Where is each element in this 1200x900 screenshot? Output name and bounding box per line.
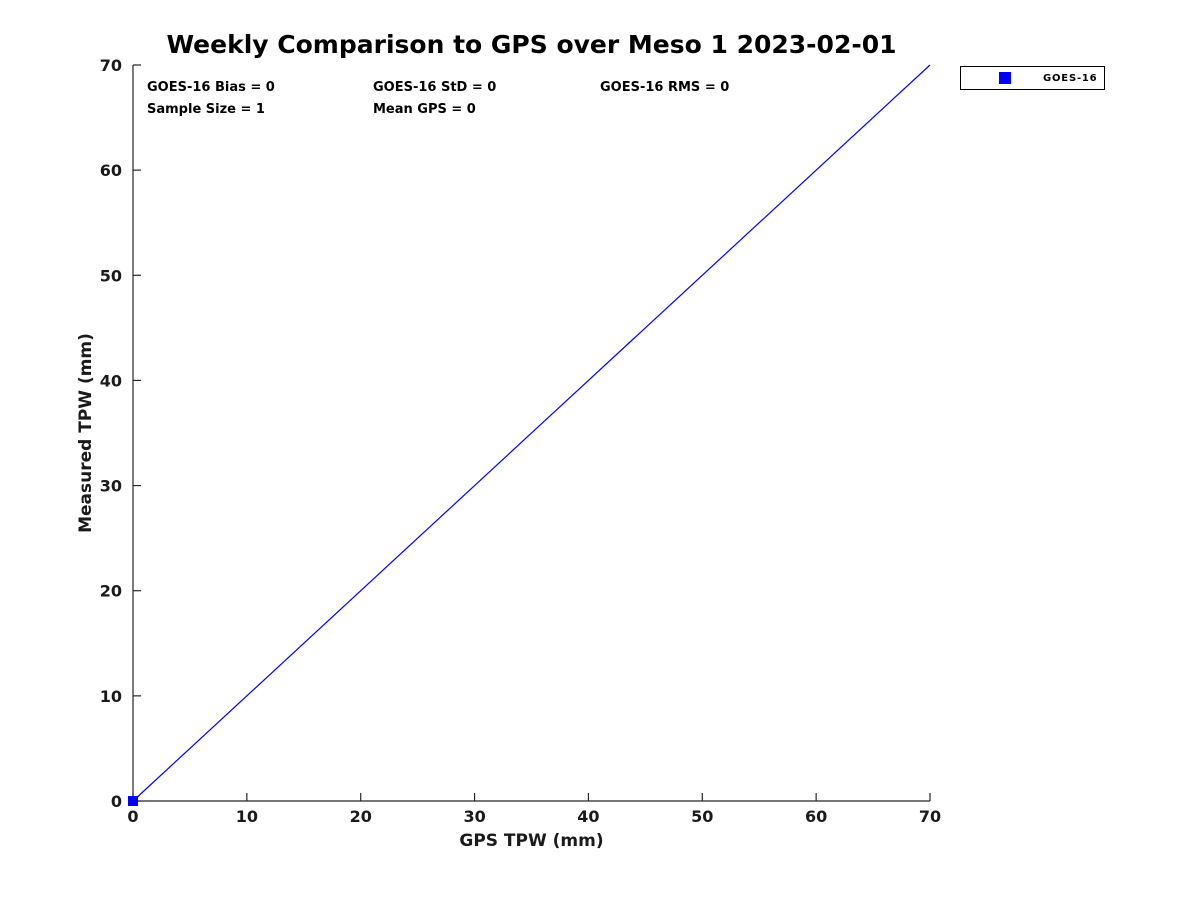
y-tick-label: 50: [100, 266, 122, 285]
x-tick-label: 0: [127, 807, 138, 826]
stat-rms: GOES-16 RMS = 0: [600, 80, 730, 95]
y-tick-label: 70: [100, 56, 122, 75]
x-tick-label: 40: [577, 807, 599, 826]
stat-mean-gps: Mean GPS = 0: [373, 102, 476, 117]
y-tick-label: 20: [100, 582, 122, 601]
legend-marker-square-icon: [999, 72, 1011, 84]
x-tick-label: 10: [236, 807, 258, 826]
y-tick-label: 60: [100, 161, 122, 180]
stat-bias: GOES-16 Bias = 0: [147, 80, 275, 95]
x-axis-label: GPS TPW (mm): [459, 831, 604, 851]
legend-label: GOES-16: [1043, 73, 1098, 84]
chart-title: Weekly Comparison to GPS over Meso 1 202…: [166, 30, 897, 59]
y-tick-label: 30: [100, 477, 122, 496]
x-tick-label: 20: [350, 807, 372, 826]
stat-sample-size: Sample Size = 1: [147, 102, 265, 117]
series-line-one-to-one-line: [132, 64, 931, 802]
x-tick-label: 60: [805, 807, 827, 826]
x-tick-label: 50: [691, 807, 713, 826]
x-tick-label: 30: [463, 807, 485, 826]
y-axis-label: Measured TPW (mm): [76, 333, 96, 533]
stat-std: GOES-16 StD = 0: [373, 80, 497, 95]
x-tick-label: 70: [919, 807, 941, 826]
legend: GOES-16: [960, 66, 1105, 90]
y-tick-label: 10: [100, 687, 122, 706]
y-tick-label: 40: [100, 371, 122, 390]
y-tick-label: 0: [111, 792, 122, 811]
